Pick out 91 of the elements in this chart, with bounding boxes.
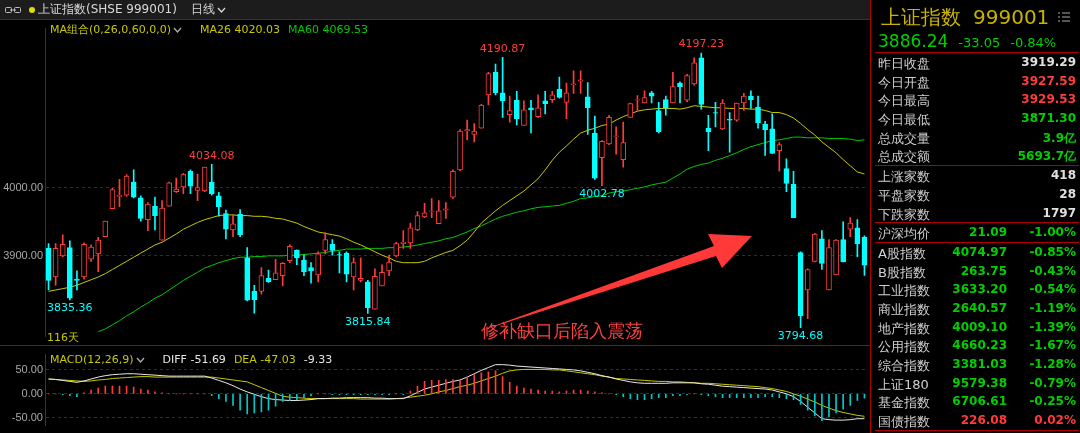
text: -0.79% <box>1029 375 1076 390</box>
category-label: 商业指数 <box>878 300 930 319</box>
text: 3381.03 <box>952 357 1007 371</box>
annotation: 3835.36 <box>47 301 93 315</box>
text: 上证指数 <box>881 4 961 31</box>
category-label: 下跌家数 <box>878 205 930 224</box>
text: 418 <box>1050 168 1076 183</box>
text: 3633.20 <box>952 282 1007 297</box>
category-label: 地产指数 <box>878 319 930 338</box>
text: 4009.10 <box>952 319 1007 334</box>
text: MA26 4020.03 <box>200 23 281 36</box>
text: 3871.30 <box>1021 111 1076 126</box>
text: 3919.29 <box>1021 55 1076 69</box>
text: -1.39% <box>1029 319 1076 334</box>
text: 3929.53 <box>1021 92 1076 107</box>
category-label: B股指数 <box>878 263 926 282</box>
candlestick <box>584 82 591 135</box>
text: -1.67% <box>1029 338 1076 353</box>
category-label: 上证180 <box>878 375 929 394</box>
category-label: 总成交量 <box>878 129 930 148</box>
annotation: -9.33 <box>303 353 333 366</box>
candlestick <box>528 99 534 134</box>
category-label: 公用指数 <box>878 338 930 357</box>
candlestick <box>308 262 314 284</box>
category-label: 昨日收盘 <box>878 55 930 73</box>
text: -0.25% <box>1029 394 1076 409</box>
category-label: 基金指数 <box>878 394 930 413</box>
text: 6706.61 <box>952 394 1007 409</box>
category-label: 上涨家数 <box>878 168 930 187</box>
y-tick-label: 0.00 <box>21 386 43 399</box>
text: 1797 <box>1042 205 1076 220</box>
annotation: 3815.84 <box>345 314 391 328</box>
text: 3927.59 <box>1021 73 1076 88</box>
text: -0.54% <box>1029 282 1076 297</box>
text: 2640.57 <box>952 300 1007 315</box>
category-label: 工业指数 <box>878 282 930 301</box>
candlestick <box>506 95 513 123</box>
chart-title: 上证指数(SHSE 999001) <box>38 1 177 18</box>
chart-title: MACD(12,26,9) <box>50 353 134 366</box>
y-tick-label: 3900.00 <box>3 248 43 261</box>
candlestick <box>74 270 80 291</box>
text: -0.85% <box>1029 244 1076 259</box>
y-tick-label: 50.00 <box>15 362 43 375</box>
text: 28 <box>1059 186 1076 201</box>
text: -0.84% <box>1010 35 1057 50</box>
candlestick <box>677 81 683 104</box>
candlestick <box>464 119 470 141</box>
text: -1.00% <box>1029 225 1076 240</box>
text: 21.09 <box>969 225 1007 240</box>
candlestick <box>776 142 783 172</box>
candlestick <box>357 257 364 283</box>
series-label: DEA -47.03 <box>233 353 296 366</box>
text: 0.02% <box>1034 413 1076 428</box>
text: 4074.97 <box>952 244 1007 259</box>
candlestick <box>748 90 754 109</box>
text: 4660.23 <box>952 338 1007 353</box>
candlestick <box>443 202 449 219</box>
text: -1.19% <box>1029 300 1076 315</box>
category-label: 今日最高 <box>878 92 930 111</box>
legend-title: MA组合(0,26,0,60,0,0) <box>50 22 172 37</box>
category-label: 沪深均价 <box>878 225 930 244</box>
category-label: A股指数 <box>878 244 926 263</box>
category-label: 国债指数 <box>878 413 930 432</box>
text: MA60 4069.53 <box>288 23 369 36</box>
text: 9579.38 <box>952 375 1007 390</box>
text: 263.75 <box>960 263 1007 278</box>
annotation: 4197.23 <box>678 37 725 51</box>
candlestick <box>471 123 478 143</box>
chart-subtitle: 日线 <box>190 1 215 18</box>
y-tick-label: -50.00 <box>11 410 43 423</box>
text: -0.43% <box>1029 263 1076 278</box>
annotation: 3794.68 <box>777 329 824 343</box>
y-tick-label: 4000.00 <box>3 180 43 193</box>
annotation: 4190.87 <box>479 41 526 55</box>
category-label: 平盘家数 <box>878 186 930 205</box>
text: 226.08 <box>960 413 1007 428</box>
annotation: 修补缺口后陷入震荡 <box>481 319 643 343</box>
text: 999001 <box>973 5 1050 29</box>
annotation: 116天 <box>47 330 79 345</box>
annotation: 4034.08 <box>188 148 235 162</box>
series-label: DIFF -51.69 <box>162 353 226 366</box>
candlestick <box>762 121 768 156</box>
category-label: 今日开盘 <box>878 73 930 92</box>
text: 3.9亿 <box>1042 130 1076 145</box>
text: -1.28% <box>1029 357 1076 371</box>
category-label: 今日最低 <box>878 111 930 130</box>
category-label: 综合指数 <box>878 357 930 375</box>
text: 3886.24 <box>878 31 949 51</box>
text: -33.05 <box>958 35 1001 50</box>
category-label: 总成交额 <box>878 148 930 167</box>
text: 5693.7亿 <box>1017 149 1076 164</box>
